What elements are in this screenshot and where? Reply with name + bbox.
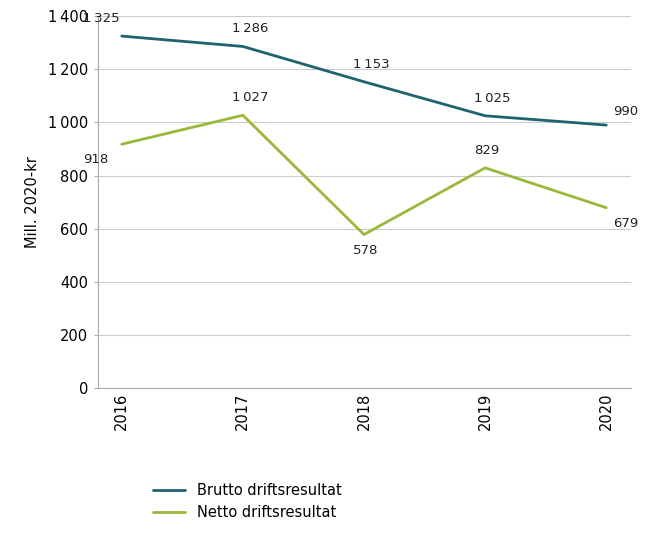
Y-axis label: Mill. 2020-kr: Mill. 2020-kr <box>25 156 40 248</box>
Netto driftsresultat <box>239 112 247 119</box>
Text: 918: 918 <box>83 154 108 167</box>
Text: 1 027: 1 027 <box>232 91 268 104</box>
Netto driftsresultat <box>360 231 368 238</box>
Text: 578: 578 <box>353 244 378 257</box>
Brutto driftsresultat <box>239 43 247 50</box>
Line: Netto driftsresultat: Netto driftsresultat <box>122 115 606 234</box>
Brutto driftsresultat <box>360 79 368 85</box>
Text: 829: 829 <box>474 144 499 157</box>
Netto driftsresultat <box>481 164 489 171</box>
Text: 1 325: 1 325 <box>83 12 120 25</box>
Brutto driftsresultat <box>481 113 489 119</box>
Line: Brutto driftsresultat: Brutto driftsresultat <box>122 36 606 125</box>
Netto driftsresultat <box>118 141 125 148</box>
Text: 990: 990 <box>613 105 638 118</box>
Text: 1 025: 1 025 <box>474 92 510 105</box>
Text: 679: 679 <box>613 217 638 230</box>
Text: 1 286: 1 286 <box>232 22 268 36</box>
Brutto driftsresultat <box>118 33 125 39</box>
Netto driftsresultat <box>603 204 610 211</box>
Legend: Brutto driftsresultat, Netto driftsresultat: Brutto driftsresultat, Netto driftsresul… <box>148 477 348 526</box>
Text: 1 153: 1 153 <box>353 58 389 71</box>
Brutto driftsresultat <box>603 122 610 128</box>
